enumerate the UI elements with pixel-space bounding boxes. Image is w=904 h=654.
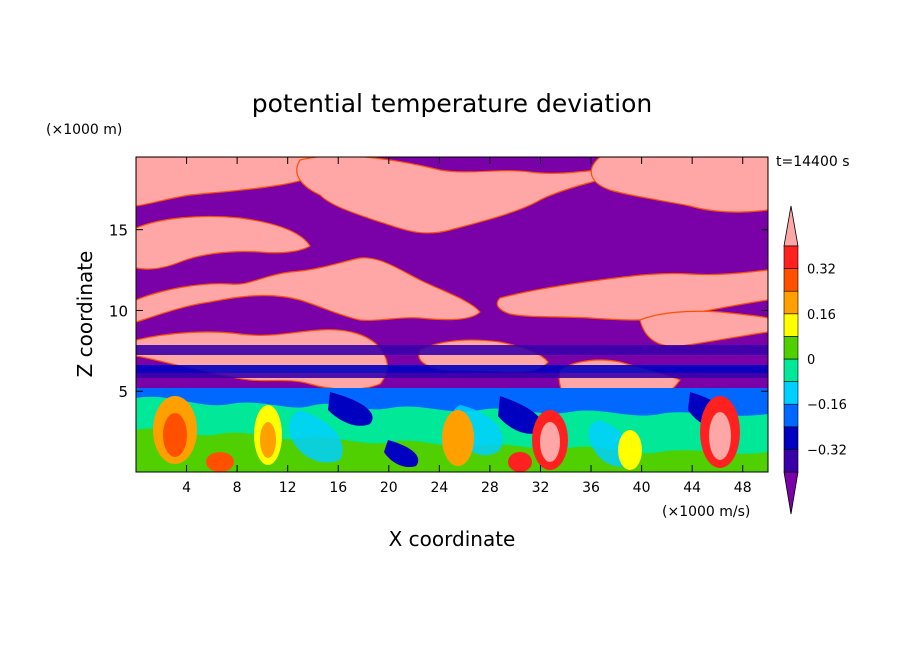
lower-layer-plumes [153,396,740,472]
x-units-label: (×1000 m/s) [662,504,750,520]
y-units-label: (×1000 m) [46,122,122,138]
colorbar: 0.32 0.16 0 −0.16 −0.32 [783,205,847,515]
x-tick-label: 44 [683,480,701,496]
x-tick-label: 28 [481,480,499,496]
colorbar-segment [783,336,799,360]
colorbar-extend-bottom [783,471,799,515]
plume [508,452,532,472]
colorbar-extend-top [783,205,799,247]
plume [163,413,187,457]
y-axis: 5 10 15 [109,222,768,401]
x-axis-label: X coordinate [389,527,516,551]
band-purple-top [136,345,768,355]
colorbar-label: 0.32 [807,263,836,278]
plume [442,410,474,466]
plume [618,430,642,470]
y-tick-label: 5 [118,383,128,401]
x-tick-label: 24 [430,480,448,496]
plume [540,422,560,462]
time-label: t=14400 s [776,154,850,170]
band-blue [136,365,768,373]
plume [260,422,276,458]
x-tick-label: 40 [633,480,651,496]
plume [206,452,234,472]
plume [709,412,731,460]
x-tick-label: 48 [734,480,752,496]
band-purple-lower [136,373,768,378]
colorbar-segment [783,381,799,405]
stratified-band [136,345,768,378]
colorbar-segment [783,449,799,473]
colorbar-label: 0.16 [807,308,836,323]
lower-layer [136,388,768,472]
heatmap-field [136,157,768,472]
y-tick-label: 15 [109,222,128,240]
lower-layer-navy-patches [328,392,729,468]
x-tick-label: 36 [582,480,600,496]
x-axis: 4 8 12 16 20 24 28 32 36 40 44 48 [182,157,752,496]
colorbar-segment [783,245,799,269]
y-axis-label: Z coordinate [73,251,97,378]
colorbar-segment [783,426,799,450]
colorbar-label: −0.16 [807,398,847,413]
x-tick-label: 32 [532,480,550,496]
x-tick-label: 16 [329,480,347,496]
y-tick-label: 10 [109,302,128,320]
x-tick-label: 12 [279,480,297,496]
x-tick-label: 8 [233,480,242,496]
colorbar-segment [783,290,799,315]
colorbar-label: −0.32 [807,443,847,458]
colorbar-segment [783,268,799,292]
colorbar-segment [783,403,799,428]
chart-title: potential temperature deviation [252,89,652,118]
colorbar-label: 0 [807,353,815,368]
colorbar-segment [783,313,799,337]
plot-frame [135,156,769,473]
x-tick-label: 4 [182,480,191,496]
colorbar-segment [783,358,799,382]
x-tick-label: 20 [380,480,398,496]
